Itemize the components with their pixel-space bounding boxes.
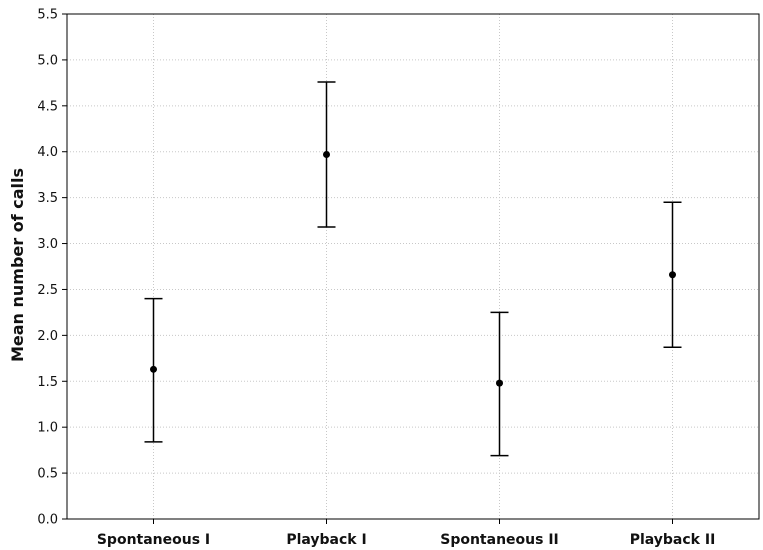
- y-tick-label: 5.5: [37, 8, 58, 23]
- mean-point: [150, 365, 157, 373]
- mean-point: [669, 271, 676, 279]
- y-tick-label: 3.5: [37, 191, 58, 206]
- y-tick-label: 2.0: [37, 329, 58, 344]
- y-tick-label: 0.5: [37, 467, 58, 482]
- y-axis-title: Mean number of calls: [8, 168, 27, 362]
- y-tick-label: 0.0: [37, 513, 58, 528]
- y-tick-label: 5.0: [37, 53, 58, 68]
- grid-layer: [67, 14, 759, 519]
- y-tick-label: 1.0: [37, 421, 58, 436]
- x-category-label: Playback I: [286, 532, 366, 548]
- plot-frame: [66, 13, 760, 520]
- axis-layer: 0.0 0.5 1.0 1.5 2.0 2.5 3.0 3.5 4.0 4.5 5.0 5.5 Spon…: [37, 8, 760, 548]
- marks-layer: [144, 81, 682, 457]
- y-tick-label: 2.5: [37, 283, 58, 298]
- x-category-label: Spontaneous II: [440, 532, 559, 548]
- x-category-label: Playback II: [630, 532, 716, 548]
- mean-point: [323, 150, 330, 158]
- x-category-label: Spontaneous I: [97, 532, 210, 548]
- mean-point: [496, 379, 503, 387]
- y-tick-label: 4.0: [37, 145, 58, 160]
- y-tick-label: 1.5: [37, 375, 58, 390]
- y-tick-label: 4.5: [37, 99, 58, 114]
- y-tick-label: 3.0: [37, 237, 58, 252]
